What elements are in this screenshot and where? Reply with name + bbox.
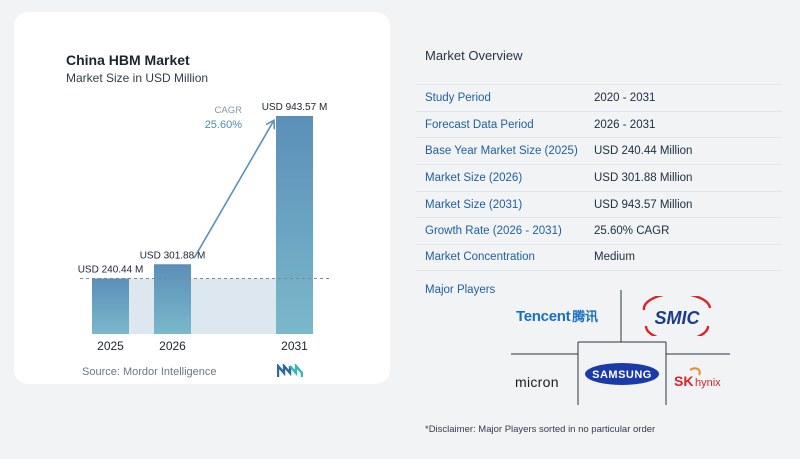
row-label: Market Concentration [425, 251, 535, 264]
tencent-wordmark: Tencent [516, 308, 571, 325]
micron-wordmark: micron [515, 374, 559, 390]
bar-chart: USD 240.44 M 2025 USD 301.88 M 2026 USD 943.… [78, 102, 330, 353]
smic-wordmark: SMIC [655, 308, 701, 328]
players-title: Major Players [425, 284, 496, 296]
row-value: Medium [594, 251, 635, 264]
tick-label-2031: 2031 [281, 339, 308, 353]
row-value: USD 301.88 Million [594, 171, 693, 184]
samsung-wordmark: SAMSUNG [592, 369, 652, 381]
data-label-2031: USD 943.57 M [262, 102, 328, 113]
row-value: 25.60% CAGR [594, 225, 670, 238]
row-label: Market Size (2026) [425, 171, 523, 184]
chart-subtitle: Market Size in USD Million [66, 71, 209, 85]
bar-2026 [154, 264, 191, 334]
sk-wordmark: SK [674, 373, 693, 389]
row-value: USD 943.57 Million [594, 198, 693, 211]
overview-row: Growth Rate (2026 - 2031) 25.60% CAGR [416, 217, 782, 244]
source-text: Source: Mordor Intelligence [82, 366, 217, 378]
row-label: Forecast Data Period [425, 118, 534, 131]
overview-title: Market Overview [425, 48, 523, 63]
row-value: 2026 - 2031 [594, 118, 656, 131]
tencent-logo: Tencent 腾讯 [516, 306, 598, 325]
overview-row: Base Year Market Size (2025) USD 240.44 M… [416, 137, 782, 164]
tencent-chinese: 腾讯 [572, 309, 598, 324]
row-label: Growth Rate (2026 - 2031) [425, 225, 562, 238]
cagr-value: 25.60% [205, 119, 243, 131]
tick-label-2026: 2026 [159, 339, 186, 353]
overview-row: Forecast Data Period 2026 - 2031 [416, 110, 782, 138]
row-value: USD 240.44 Million [594, 145, 693, 158]
smic-logo: SMIC [642, 296, 712, 336]
data-label-2025: USD 240.44 M [78, 264, 144, 275]
row-label: Base Year Market Size (2025) [425, 145, 578, 158]
overview-row: Market Size (2026) USD 301.88 Million [416, 164, 782, 191]
micron-logo: micron [515, 374, 559, 390]
bar-2031 [276, 116, 313, 334]
samsung-logo: SAMSUNG [585, 363, 659, 385]
row-label: Market Size (2031) [425, 198, 523, 211]
sk-hynix-logo: SK hynix [674, 367, 721, 389]
overview-row: Market Size (2031) USD 943.57 Million [416, 190, 782, 218]
cagr-arrow [193, 122, 273, 259]
row-label: Study Period [425, 91, 491, 104]
disclaimer: *Disclaimer: Major Players sorted in no … [425, 424, 656, 435]
row-value: 2020 - 2031 [594, 91, 656, 104]
mordor-logo-icon [277, 364, 303, 377]
data-label-2026: USD 301.88 M [140, 250, 206, 261]
cagr-label: CAGR [215, 105, 243, 116]
overview-row: Study Period 2020 - 2031 [416, 84, 782, 111]
overview-row: Market Concentration Medium [416, 244, 782, 271]
overview-table: Study Period 2020 - 2031 Forecast Data Pe… [416, 84, 782, 271]
hynix-wordmark: hynix [695, 377, 721, 389]
tick-label-2025: 2025 [97, 339, 124, 353]
chart-title: China HBM Market [66, 52, 190, 68]
bar-2025 [92, 278, 129, 334]
